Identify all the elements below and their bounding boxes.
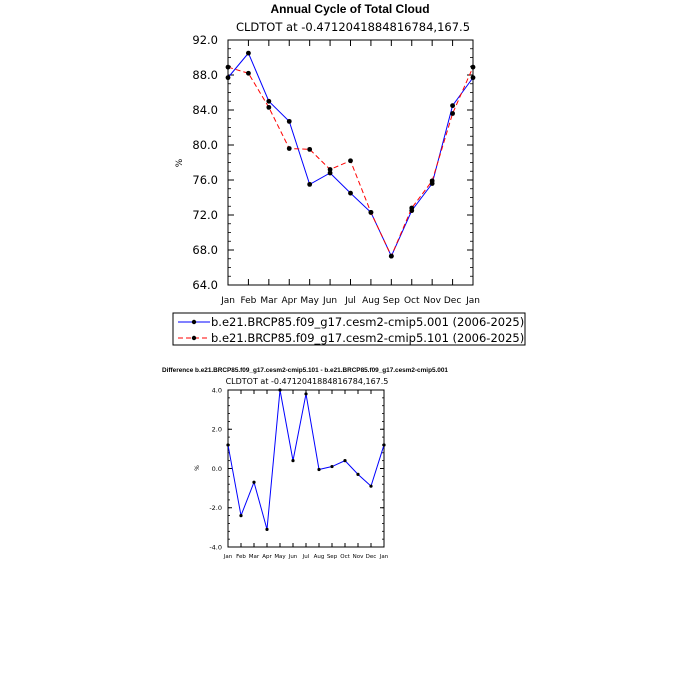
x-tick-label: Jan [223,554,233,560]
x-tick-label: Nov [423,296,441,306]
data-point-0 [450,103,455,109]
data-point-1 [307,146,313,152]
chart1-subtitle: CLDTOT at -0.4712041884816784,167.5 [236,20,470,34]
y-tick-label: 76.0 [192,173,218,187]
chart2-subtitle: CLDTOT at -0.4712041884816784,167.5 [226,377,389,386]
x-tick-label: Oct [404,296,420,306]
data-point-1 [368,209,374,215]
y-tick-label: 92.0 [192,33,218,47]
x-tick-label: Jun [288,554,298,560]
data-point-0 [226,443,230,447]
chart1-series [225,50,476,259]
data-point-1 [388,253,394,259]
data-point-0 [246,50,251,56]
chart2-ylabel: % [194,465,201,471]
chart1-legend: b.e21.BRCP85.f09_g17.cesm2-cmip5.001 (20… [172,312,526,346]
chart2-title: Difference b.e21.BRCP85.f09_g17.cesm2-cm… [162,367,448,374]
y-tick-label: -2.0 [209,504,222,512]
x-tick-label: Mar [249,554,260,560]
data-point-0 [225,75,231,81]
x-tick-label: Feb [240,296,256,306]
y-tick-label: 84.0 [192,103,218,117]
data-point-0 [470,75,476,81]
chart1-title: Annual Cycle of Total Cloud [270,2,429,16]
data-point-1 [409,205,415,211]
x-tick-label: May [300,296,319,306]
y-tick-label: 4.0 [212,386,222,394]
data-point-0 [286,118,292,124]
data-point-1 [266,104,272,110]
data-point-0 [307,181,313,187]
x-tick-label: Jul [302,554,310,560]
x-tick-label: Sep [383,296,400,306]
data-point-0 [239,514,243,518]
data-point-0 [348,190,353,196]
x-tick-label: May [274,554,286,560]
x-tick-label: Jan [379,554,389,560]
x-tick-label: Sep [327,554,338,560]
y-tick-label: 2.0 [212,426,222,434]
x-tick-label: Oct [340,554,350,560]
data-point-1 [450,111,455,116]
y-tick-label: 64.0 [192,278,218,292]
x-tick-label: Dec [366,554,377,560]
y-tick-label: 68.0 [192,243,218,257]
data-point-0 [266,98,272,104]
data-point-0 [343,459,347,463]
y-tick-label: 72.0 [192,208,218,222]
series-line-0 [227,52,474,258]
difference-chart: Difference b.e21.BRCP85.f09_g17.cesm2-cm… [162,367,448,560]
chart1-axes: 64.0 68.0 72.0 76.0 80.0 84.0 88.0 92.0 Jan Feb Ma… [192,33,480,306]
data-point-1 [286,146,292,151]
x-tick-label: Feb [236,554,246,560]
data-point-1 [246,70,251,76]
x-tick-label: Apr [281,296,297,306]
legend-box [172,312,526,346]
data-point-1 [348,158,353,164]
y-tick-label: 0.0 [212,465,222,473]
data-point-0 [265,527,269,531]
legend-marker-101 [191,335,197,341]
data-point-0 [278,388,282,392]
data-point-1 [470,64,476,70]
x-tick-label: Nov [353,554,364,560]
chart1-ylabel: % [175,158,185,167]
y-tick-label: 88.0 [192,68,218,82]
x-tick-label: Aug [314,554,325,560]
legend-marker-001 [191,319,197,325]
x-tick-label: Jun [322,296,337,306]
data-point-1 [429,178,435,184]
chart2-plot-frame [227,389,385,548]
data-point-0 [304,392,308,396]
x-tick-label: Mar [260,296,277,306]
data-point-0 [327,170,333,176]
annual-cycle-chart: Annual Cycle of Total Cloud CLDTOT at -0… [172,2,526,346]
y-tick-label: -4.0 [209,543,222,551]
x-tick-label: Apr [262,554,272,560]
series-line-0 [227,389,385,530]
x-tick-label: Jan [220,296,235,306]
chart2-series [226,388,386,531]
legend-label-001: b.e21.BRCP85.f09_g17.cesm2-cmip5.001 (20… [211,315,524,329]
data-point-0 [330,464,334,469]
data-point-0 [382,443,386,447]
data-point-0 [317,467,321,472]
data-point-0 [252,480,256,484]
data-point-1 [327,167,333,172]
x-tick-label: Aug [362,296,380,306]
x-tick-label: Jul [344,296,356,306]
x-tick-label: Dec [444,296,461,306]
data-point-0 [369,484,373,488]
x-tick-label: Jan [465,296,480,306]
legend-label-101: b.e21.BRCP85.f09_g17.cesm2-cmip5.101 (20… [211,331,524,345]
data-point-0 [356,472,360,476]
data-point-0 [291,459,295,463]
y-tick-label: 80.0 [192,138,218,152]
data-point-1 [225,64,231,70]
